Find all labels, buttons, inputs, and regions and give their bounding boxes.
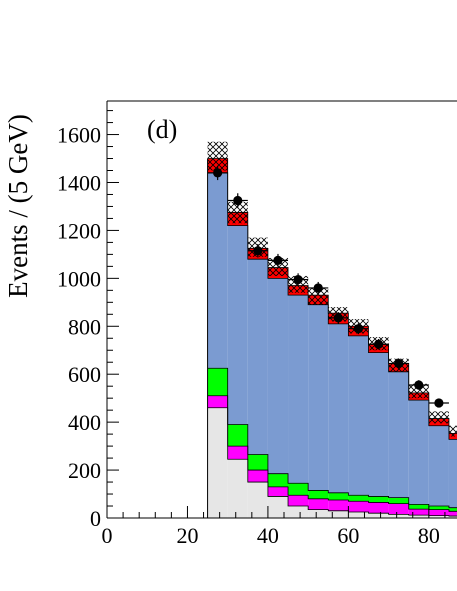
bar-light-grey-1	[227, 459, 248, 518]
bar-blue-0	[207, 172, 228, 369]
bar-light-grey-5	[308, 509, 329, 518]
tick-labels: 0 200 400 600 800 1000 1200 1400 1600 0 20 40 60 80	[57, 123, 440, 548]
bar-light-grey-7	[348, 512, 369, 518]
data-point-1	[233, 195, 243, 206]
bar-light-grey-12	[448, 516, 457, 518]
y-tick-label-1: 200	[68, 458, 101, 483]
y-tick-label-7: 1400	[57, 170, 101, 195]
x-tick-label-0: 0	[102, 523, 113, 548]
data-point-5	[313, 283, 323, 293]
bar-light-grey-11	[428, 515, 449, 518]
stacked-bars	[207, 158, 457, 518]
data-point-10	[414, 380, 424, 390]
uncertainty-bin-1	[227, 201, 248, 224]
bar-magenta-1	[227, 446, 248, 460]
bar-blue-5	[308, 304, 329, 491]
y-tick-label-4: 800	[68, 314, 101, 339]
bar-light-grey-3	[267, 496, 289, 518]
data-point-7	[353, 324, 364, 334]
bar-magenta-0	[207, 395, 228, 408]
bar-light-grey-2	[247, 482, 268, 518]
uncertainty-bin-0	[207, 141, 228, 171]
uncertainty-bin-3	[267, 257, 289, 276]
bar-green-10	[408, 504, 429, 510]
y-tick-label-6: 1200	[57, 218, 101, 243]
bar-green-7	[348, 495, 369, 502]
bar-blue-2	[247, 259, 268, 455]
y-tick-label-2: 400	[68, 410, 101, 435]
bar-light-grey-9	[388, 514, 409, 518]
bar-blue-11	[428, 425, 449, 507]
x-tick-label-1: 20	[176, 523, 198, 548]
bar-green-11	[428, 506, 449, 510]
bar-magenta-9	[388, 503, 409, 515]
bar-green-3	[267, 473, 289, 487]
data-point-4	[293, 274, 303, 285]
bar-magenta-7	[348, 501, 369, 513]
bar-green-0	[207, 368, 228, 396]
x-tick-label-4: 80	[418, 523, 440, 548]
bar-blue-1	[227, 225, 248, 425]
bar-blue-3	[267, 278, 289, 474]
y-tick-label-5: 1000	[57, 266, 101, 291]
bar-blue-7	[348, 335, 369, 496]
y-axis-title: Events / (5 GeV)	[3, 114, 33, 298]
bar-light-grey-0	[207, 407, 228, 518]
bar-magenta-5	[308, 498, 329, 510]
data-point-6	[333, 313, 343, 323]
bar-green-1	[227, 424, 248, 447]
layer-outline-blue	[207, 172, 457, 440]
bar-blue-8	[368, 352, 389, 497]
bar-blue-6	[328, 323, 349, 493]
bar-green-12	[448, 507, 457, 512]
bar-magenta-4	[288, 495, 309, 507]
data-points	[207, 165, 449, 408]
bar-green-8	[368, 496, 389, 503]
uncertainty-bin-10	[408, 383, 429, 399]
bar-blue-4	[288, 295, 309, 484]
y-tick-label-3: 600	[68, 362, 101, 387]
data-point-0	[213, 168, 223, 178]
bar-magenta-6	[328, 500, 349, 511]
bar-blue-9	[388, 371, 409, 498]
bar-light-grey-6	[328, 510, 349, 518]
bar-green-2	[247, 454, 268, 471]
layer-outline-light-grey	[207, 407, 457, 517]
y-tick-label-8: 1600	[57, 123, 101, 148]
data-point-9	[394, 358, 404, 369]
bar-magenta-12	[448, 511, 457, 517]
layer-outline-green	[207, 367, 457, 509]
bar-light-grey-8	[368, 513, 389, 518]
data-point-8	[373, 339, 384, 349]
bar-light-grey-4	[288, 506, 309, 518]
axes	[106, 100, 457, 519]
bar-magenta-2	[247, 470, 268, 483]
bar-green-4	[288, 483, 309, 496]
bar-magenta-10	[408, 509, 429, 516]
bar-green-5	[308, 490, 329, 499]
bar-magenta-8	[368, 502, 389, 514]
bar-blue-10	[408, 400, 429, 505]
data-point-2	[253, 246, 263, 256]
bar-light-grey-10	[408, 515, 429, 518]
bar-magenta-3	[267, 486, 289, 497]
y-tick-label-0: 0	[90, 506, 101, 531]
uncertainty-bin-12	[448, 425, 457, 437]
bar-blue-12	[448, 439, 457, 508]
data-point-11	[434, 398, 444, 408]
bar-green-6	[328, 492, 349, 501]
layer-outline-magenta	[207, 395, 457, 512]
uncertainty-bin-5	[308, 287, 329, 305]
bar-magenta-11	[428, 509, 449, 516]
x-tick-label-3: 60	[337, 523, 359, 548]
panel-label: (d)	[147, 115, 177, 144]
uncertainty-bin-11	[428, 411, 449, 424]
x-tick-label-2: 40	[257, 523, 279, 548]
data-point-3	[273, 255, 283, 265]
bar-green-9	[388, 497, 409, 504]
